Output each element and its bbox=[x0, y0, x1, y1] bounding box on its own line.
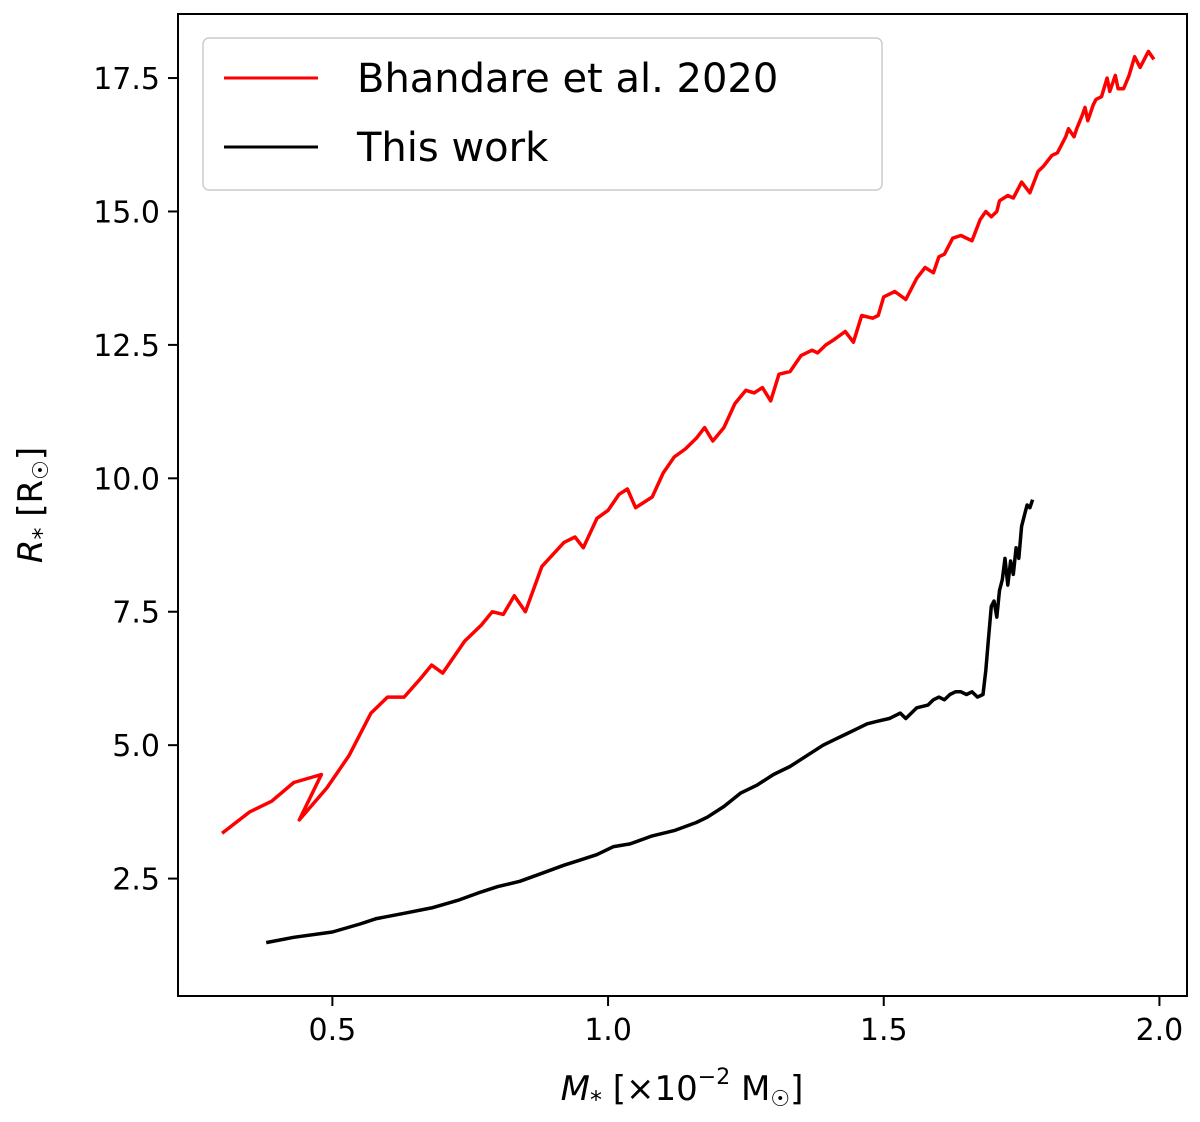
y-axis-label: R* [R☉] bbox=[11, 447, 56, 563]
legend-box bbox=[202, 37, 883, 191]
y-tick-label: 10.0 bbox=[93, 462, 160, 497]
legend-label-this-work: This work bbox=[356, 125, 549, 171]
legend: Bhandare et al. 2020 This work bbox=[202, 37, 883, 191]
plot-frame bbox=[177, 13, 1188, 997]
series-line-bhandare-2020 bbox=[221, 49, 1156, 835]
legend-label-bhandare: Bhandare et al. 2020 bbox=[357, 56, 778, 102]
y-tick-label: 12.5 bbox=[93, 329, 160, 364]
y-tick-label: 17.5 bbox=[93, 62, 160, 97]
series-line-this-work bbox=[265, 499, 1035, 945]
plot-series bbox=[221, 49, 1156, 945]
x-axis-label: M* [×10−2 M☉] bbox=[561, 1065, 804, 1114]
y-tick-label: 5.0 bbox=[112, 729, 160, 764]
x-axis-ticks: 0.5 1.0 1.5 2.0 bbox=[309, 996, 1184, 1048]
x-tick-label: 1.0 bbox=[584, 1013, 632, 1048]
x-tick-label: 1.5 bbox=[860, 1013, 908, 1048]
x-tick-label: 0.5 bbox=[309, 1013, 357, 1048]
y-tick-label: 2.5 bbox=[112, 863, 160, 898]
y-tick-label: 15.0 bbox=[93, 195, 160, 230]
y-tick-label: 7.5 bbox=[112, 596, 160, 631]
x-tick-label: 2.0 bbox=[1136, 1013, 1184, 1048]
y-axis-ticks: 2.5 5.0 7.5 10.0 12.5 15.0 17.5 bbox=[93, 62, 178, 898]
